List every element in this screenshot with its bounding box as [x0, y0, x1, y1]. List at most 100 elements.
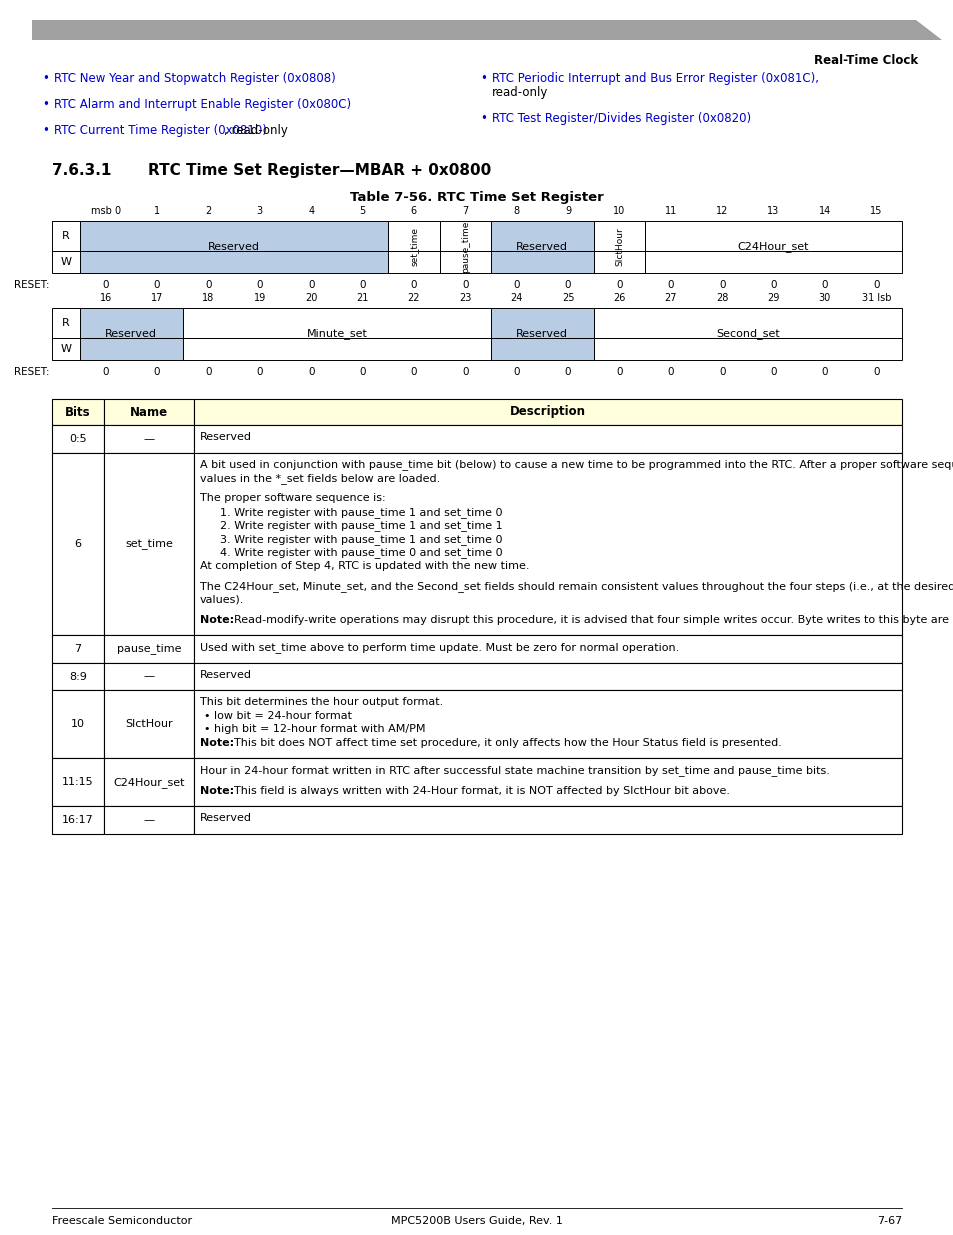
Bar — [52, 399, 104, 425]
Text: 0: 0 — [719, 367, 724, 377]
Bar — [193, 399, 901, 425]
Text: 4. Write register with pause_time 0 and set_time 0: 4. Write register with pause_time 0 and … — [220, 547, 502, 558]
Text: Reserved: Reserved — [208, 242, 260, 252]
Bar — [593, 308, 901, 338]
Text: values).: values). — [200, 594, 244, 604]
Bar — [52, 635, 104, 663]
Text: Reserved: Reserved — [200, 813, 252, 823]
Text: 0: 0 — [205, 280, 212, 290]
Text: •: • — [42, 124, 49, 137]
Text: 0: 0 — [102, 280, 109, 290]
Text: —: — — [143, 815, 154, 825]
Text: 1. Write register with pause_time 1 and set_time 0: 1. Write register with pause_time 1 and … — [220, 506, 502, 517]
Text: 0: 0 — [359, 280, 365, 290]
Text: 0: 0 — [564, 280, 571, 290]
Text: 8: 8 — [513, 206, 519, 216]
Text: 0: 0 — [461, 367, 468, 377]
Text: —: — — [143, 433, 154, 443]
Text: • high bit = 12-hour format with AM/PM: • high bit = 12-hour format with AM/PM — [204, 724, 425, 735]
Text: Second_set: Second_set — [716, 329, 779, 340]
Text: 26: 26 — [613, 293, 625, 303]
Text: 0: 0 — [153, 367, 160, 377]
Text: This field is always written with 24-Hour format, it is NOT affected by SlctHour: This field is always written with 24-Hou… — [227, 785, 730, 795]
Text: Minute_set: Minute_set — [306, 329, 367, 340]
Bar — [104, 635, 193, 663]
Text: •: • — [42, 98, 49, 111]
Bar — [104, 399, 193, 425]
Bar — [193, 425, 901, 452]
Text: 23: 23 — [458, 293, 471, 303]
Text: •: • — [42, 72, 49, 85]
Bar — [644, 251, 901, 273]
Text: 27: 27 — [664, 293, 677, 303]
Text: pause_time: pause_time — [116, 643, 181, 655]
Text: 0: 0 — [821, 367, 827, 377]
Text: 22: 22 — [407, 293, 419, 303]
Bar — [593, 251, 644, 273]
Bar — [388, 251, 439, 273]
Text: 4: 4 — [308, 206, 314, 216]
Text: 10: 10 — [71, 719, 85, 729]
Text: 19: 19 — [253, 293, 266, 303]
Bar — [491, 308, 593, 338]
Text: 16: 16 — [99, 293, 112, 303]
Text: This bit determines the hour output format.: This bit determines the hour output form… — [200, 698, 443, 708]
Bar — [183, 338, 491, 359]
Text: 0: 0 — [769, 280, 776, 290]
Text: 13: 13 — [766, 206, 779, 216]
Bar — [80, 308, 183, 338]
Text: Table 7-56. RTC Time Set Register: Table 7-56. RTC Time Set Register — [350, 191, 603, 204]
Text: Note:: Note: — [200, 615, 233, 625]
Text: 0: 0 — [719, 280, 724, 290]
Text: 20: 20 — [305, 293, 317, 303]
Text: read-only: read-only — [492, 86, 548, 99]
Text: MPC5200B Users Guide, Rev. 1: MPC5200B Users Guide, Rev. 1 — [391, 1216, 562, 1226]
Text: set_time: set_time — [409, 227, 418, 267]
Text: Name: Name — [130, 405, 168, 419]
Bar — [593, 221, 644, 251]
Text: 0: 0 — [359, 367, 365, 377]
Text: 0: 0 — [872, 367, 879, 377]
Text: 0: 0 — [667, 367, 674, 377]
Polygon shape — [32, 20, 941, 40]
Text: 8:9: 8:9 — [69, 672, 87, 682]
Bar — [52, 221, 80, 273]
Text: values in the *_set fields below are loaded.: values in the *_set fields below are loa… — [200, 473, 439, 484]
Bar — [52, 806, 104, 834]
Text: R: R — [62, 317, 70, 329]
Text: Reserved: Reserved — [105, 329, 157, 338]
Text: 0: 0 — [564, 367, 571, 377]
Text: RTC Test Register/Divides Register (0x0820): RTC Test Register/Divides Register (0x08… — [492, 112, 750, 125]
Text: 0: 0 — [769, 367, 776, 377]
Text: Used with set_time above to perform time update. Must be zero for normal operati: Used with set_time above to perform time… — [200, 642, 679, 653]
Bar — [193, 806, 901, 834]
Text: RTC Alarm and Interrupt Enable Register (0x080C): RTC Alarm and Interrupt Enable Register … — [54, 98, 351, 111]
Text: 7: 7 — [74, 643, 81, 655]
Text: 0: 0 — [410, 280, 416, 290]
Text: 0: 0 — [616, 280, 622, 290]
Text: set_time: set_time — [125, 538, 172, 550]
Text: At completion of Step 4, RTC is updated with the new time.: At completion of Step 4, RTC is updated … — [200, 561, 529, 571]
Text: 25: 25 — [561, 293, 574, 303]
Bar — [52, 663, 104, 690]
Text: 21: 21 — [356, 293, 369, 303]
Bar — [52, 308, 80, 359]
Text: RTC Periodic Interrupt and Bus Error Register (0x081C),: RTC Periodic Interrupt and Bus Error Reg… — [492, 72, 818, 85]
Bar — [104, 663, 193, 690]
Bar — [183, 308, 491, 338]
Text: 16:17: 16:17 — [62, 815, 93, 825]
Bar — [104, 690, 193, 758]
Text: Reserved: Reserved — [200, 669, 252, 679]
Text: Note:: Note: — [200, 737, 233, 747]
Text: The C24Hour_set, Minute_set, and the Second_set fields should remain consistent : The C24Hour_set, Minute_set, and the Sec… — [200, 580, 953, 592]
Bar — [52, 758, 104, 806]
Text: 0: 0 — [256, 367, 263, 377]
Text: 6: 6 — [411, 206, 416, 216]
Bar — [193, 452, 901, 635]
Text: C24Hour_set: C24Hour_set — [737, 242, 808, 252]
Text: , read-only: , read-only — [224, 124, 288, 137]
Text: 12: 12 — [716, 206, 727, 216]
Text: 0: 0 — [821, 280, 827, 290]
Bar — [644, 221, 901, 251]
Text: RTC Current Time Register (0x0810): RTC Current Time Register (0x0810) — [54, 124, 267, 137]
